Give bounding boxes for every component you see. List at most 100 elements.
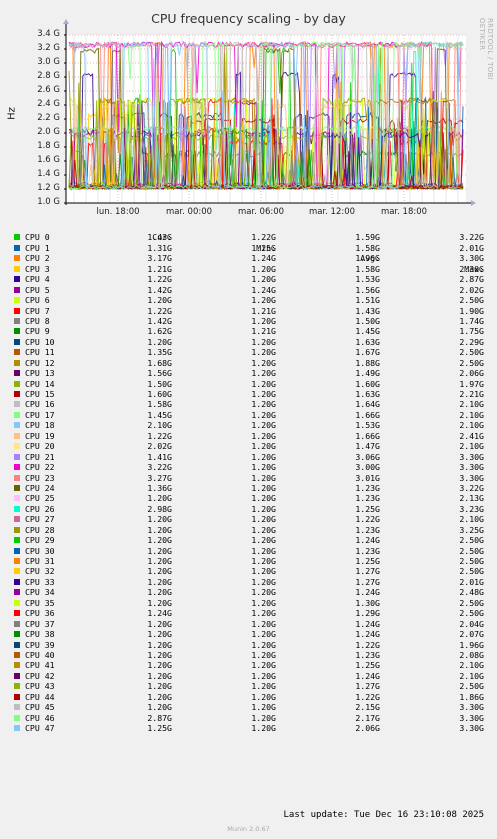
cur-value: 1.25G bbox=[147, 723, 172, 733]
legend-row: CPU 35 1.20G 1.20G 1.30G 2.50G bbox=[0, 598, 497, 608]
series-name: CPU 5 bbox=[25, 284, 50, 295]
header-min: Min: bbox=[256, 242, 276, 253]
cur-value: 1.20G bbox=[147, 556, 172, 566]
legend-swatch bbox=[14, 631, 20, 638]
min-value: 1.20G bbox=[251, 462, 276, 473]
x-axis-arrow bbox=[471, 200, 476, 206]
y-tick-label: 1.0 G bbox=[37, 197, 60, 207]
legend-row: CPU 15 1.60G 1.20G 1.63G 2.21G bbox=[0, 389, 497, 399]
y-tick-label: 2.8 G bbox=[37, 71, 60, 81]
series-name: CPU 10 bbox=[25, 336, 55, 347]
max-value: 2.06G bbox=[459, 368, 484, 379]
series-name: CPU 18 bbox=[25, 420, 55, 431]
max-value: 2.08G bbox=[459, 649, 484, 660]
series-name: CPU 0 bbox=[25, 232, 50, 243]
series-name: CPU 36 bbox=[25, 608, 55, 619]
max-value: 2.04G bbox=[459, 618, 484, 629]
cur-value: 1.20G bbox=[147, 535, 172, 546]
cur-value: 1.31G bbox=[147, 242, 172, 253]
min-value: 1.20G bbox=[251, 274, 276, 285]
legend-row: CPU 42 1.20G 1.20G 1.24G 2.10G bbox=[0, 671, 497, 681]
series-name: CPU 6 bbox=[25, 295, 50, 306]
legend-row: CPU 12 1.68G 1.20G 1.88G 2.50G bbox=[0, 358, 497, 368]
max-value: 3.25G bbox=[459, 524, 484, 535]
max-value: 1.74G bbox=[459, 315, 484, 326]
legend-row: CPU 43 1.20G 1.20G 1.27G 2.50G bbox=[0, 681, 497, 691]
munin-version: Munin 2.0.67 bbox=[227, 825, 270, 833]
avg-value: 1.59G bbox=[355, 232, 380, 243]
min-value: 1.20G bbox=[251, 399, 276, 410]
series-name: CPU 40 bbox=[25, 649, 55, 660]
legend-row: CPU 44 1.20G 1.20G 1.22G 1.86G bbox=[0, 692, 497, 702]
avg-value: 1.22G bbox=[355, 639, 380, 650]
legend-swatch bbox=[14, 307, 20, 314]
legend-swatch bbox=[14, 578, 20, 585]
legend-swatch bbox=[14, 276, 20, 283]
legend-swatch bbox=[14, 516, 20, 523]
legend-swatch bbox=[14, 568, 20, 575]
legend-swatch bbox=[14, 537, 20, 544]
legend-row: CPU 25 1.20G 1.20G 1.23G 2.13G bbox=[0, 493, 497, 503]
series-name: CPU 37 bbox=[25, 618, 55, 629]
legend-swatch bbox=[14, 683, 20, 690]
min-value: 1.20G bbox=[251, 409, 276, 420]
x-tick-label: lun. 18:00 bbox=[96, 207, 140, 217]
legend-row: CPU 41 1.20G 1.20G 1.25G 2.10G bbox=[0, 660, 497, 670]
legend-swatch bbox=[14, 589, 20, 596]
max-value: 3.30G bbox=[459, 462, 484, 473]
max-value: 2.02G bbox=[459, 284, 484, 295]
y-tick-label: 2.0 G bbox=[37, 127, 60, 137]
legend-row: CPU 27 1.20G 1.20G 1.22G 2.10G bbox=[0, 514, 497, 524]
legend-row: CPU 10 1.20G 1.20G 1.63G 2.29G bbox=[0, 337, 497, 347]
min-value: 1.21G bbox=[251, 305, 276, 316]
rrdtool-credit: RRDTOOL / TOBI OETIKER bbox=[478, 18, 494, 80]
series-name: CPU 42 bbox=[25, 670, 55, 681]
cur-value: 1.20G bbox=[147, 295, 172, 306]
series-name: CPU 7 bbox=[25, 305, 50, 316]
cur-value: 1.36G bbox=[147, 482, 172, 493]
min-value: 1.20G bbox=[251, 389, 276, 399]
series-name: CPU 33 bbox=[25, 576, 55, 587]
legend-row: CPU 21 1.41G 1.20G 3.06G 3.30G bbox=[0, 452, 497, 462]
y-tick-label: 1.2 G bbox=[37, 183, 60, 193]
chart-title: CPU frequency scaling - by day bbox=[151, 11, 346, 26]
y-tick-label: 3.4 G bbox=[37, 29, 60, 39]
legend-swatch bbox=[14, 651, 20, 658]
legend-row: CPU 28 1.20G 1.20G 1.23G 3.25G bbox=[0, 525, 497, 535]
max-value: 2.41G bbox=[459, 430, 484, 441]
y-tick-label: 3.0 G bbox=[37, 57, 60, 67]
avg-value: 1.30G bbox=[355, 597, 380, 608]
max-value: 2.87G bbox=[459, 274, 484, 285]
cur-value: 1.20G bbox=[147, 566, 172, 577]
avg-value: 1.49G bbox=[355, 368, 380, 379]
legend-row: CPU 0 1.43G 1.22G 1.59G 3.22G bbox=[0, 232, 497, 242]
legend-swatch bbox=[14, 641, 20, 648]
legend-swatch bbox=[14, 599, 20, 606]
cur-value: 1.20G bbox=[147, 587, 172, 598]
legend-swatch bbox=[14, 474, 20, 481]
series-name: CPU 12 bbox=[25, 357, 55, 368]
y-tick-label: 1.8 G bbox=[37, 141, 60, 151]
avg-value: 1.45G bbox=[355, 326, 380, 337]
cur-value: 1.42G bbox=[147, 315, 172, 326]
avg-value: 1.23G bbox=[355, 545, 380, 556]
min-value: 1.20G bbox=[251, 420, 276, 431]
series-name: CPU 2 bbox=[25, 253, 50, 264]
series-name: CPU 13 bbox=[25, 368, 55, 379]
legend-swatch bbox=[14, 672, 20, 679]
legend-row: CPU 8 1.42G 1.20G 1.50G 1.74G bbox=[0, 316, 497, 326]
legend-swatch bbox=[14, 422, 20, 429]
max-value: 2.01G bbox=[459, 576, 484, 587]
x-tick-label: mar. 12:00 bbox=[308, 207, 356, 217]
series-name: CPU 31 bbox=[25, 556, 55, 566]
legend-row: CPU 19 1.22G 1.20G 1.66G 2.41G bbox=[0, 431, 497, 441]
min-value: 1.20G bbox=[251, 576, 276, 587]
series-name: CPU 27 bbox=[25, 514, 55, 525]
cur-value: 1.20G bbox=[147, 545, 172, 556]
cur-value: 1.60G bbox=[147, 389, 172, 399]
avg-value: 1.25G bbox=[355, 503, 380, 514]
min-value: 1.20G bbox=[251, 545, 276, 556]
legend-row: CPU 30 1.20G 1.20G 1.23G 2.50G bbox=[0, 546, 497, 556]
max-value: 2.10G bbox=[459, 670, 484, 681]
legend-swatch bbox=[14, 265, 20, 272]
